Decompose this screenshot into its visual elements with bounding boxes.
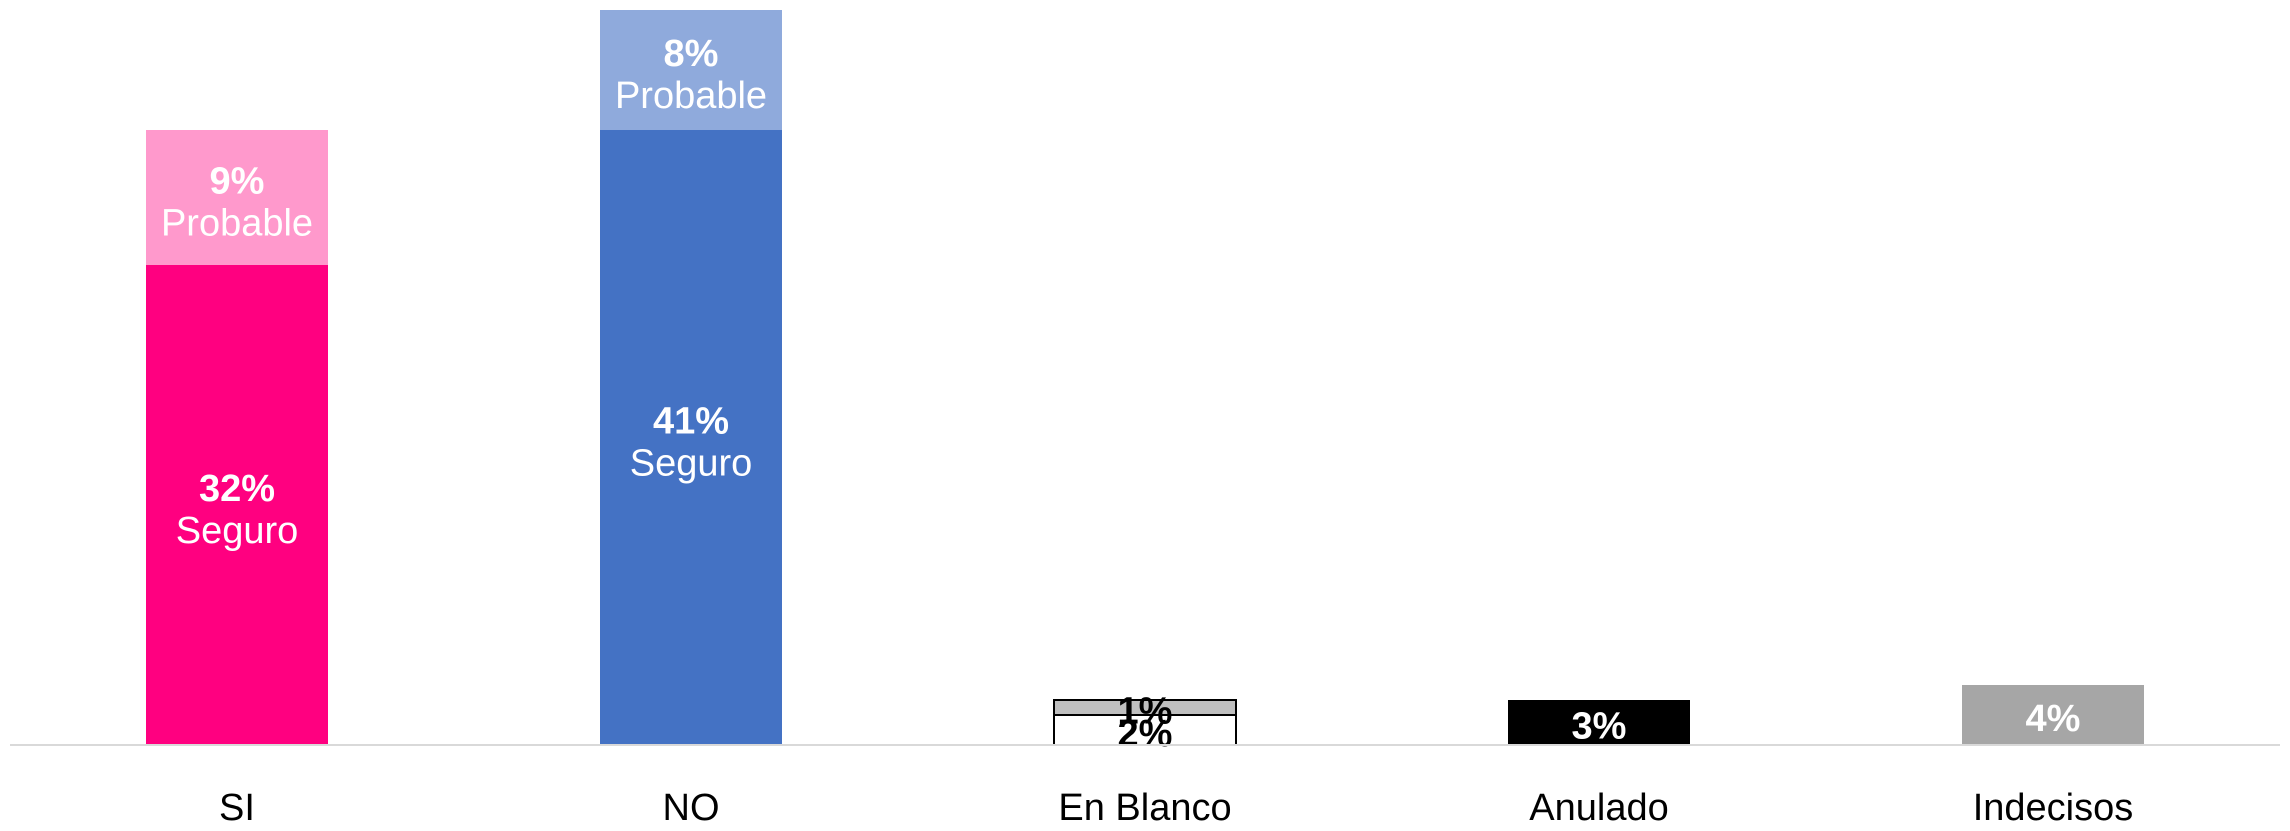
x-tick-label-en-blanco: En Blanco: [1058, 787, 1231, 826]
data-label-no-probable: 8%: [664, 33, 719, 75]
bars-layer: [146, 10, 2144, 746]
bar-en-blanco-probable: [1053, 699, 1237, 716]
labels-layer: 32%Seguro9%Probable41%Seguro8%Probable2%…: [161, 33, 2081, 755]
data-label-en-blanco-seguro: 2%: [1118, 713, 1173, 755]
data-label-si-probable: 9%: [210, 161, 265, 203]
bar-anulado-seguro: [1508, 700, 1690, 745]
bar-indecisos-seguro: [1962, 685, 2144, 745]
x-tick-label-si: SI: [219, 787, 255, 826]
x-tick-labels: SI NO En Blanco Anulado Indecisos: [219, 787, 2134, 829]
x-tick-label-no: NO: [663, 787, 720, 826]
bar-si-probable: [146, 130, 328, 265]
bar-si-seguro: [146, 265, 328, 745]
bar-no-seguro: [600, 130, 782, 745]
data-label-en-blanco-probable: 1%: [1118, 691, 1173, 733]
bar-no-probable: [600, 10, 782, 130]
series-label-si-seguro: Seguro: [176, 510, 299, 552]
data-label-indecisos-seguro: 4%: [2026, 698, 2081, 740]
bar-en-blanco-seguro: [1053, 714, 1237, 746]
data-label-si-seguro: 32%: [199, 468, 275, 510]
data-label-no-seguro: 41%: [653, 401, 729, 443]
series-label-si-probable: Probable: [161, 203, 313, 245]
series-label-no-seguro: Seguro: [630, 443, 753, 485]
x-tick-label-anulado: Anulado: [1529, 787, 1668, 826]
series-label-no-probable: Probable: [615, 75, 767, 117]
x-tick-label-indecisos: Indecisos: [1973, 787, 2134, 826]
data-label-anulado-seguro: 3%: [1572, 706, 1627, 748]
